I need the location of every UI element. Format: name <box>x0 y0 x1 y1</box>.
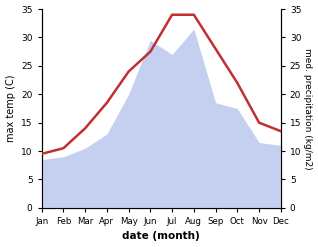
X-axis label: date (month): date (month) <box>122 231 200 242</box>
Y-axis label: med. precipitation (kg/m2): med. precipitation (kg/m2) <box>303 48 313 169</box>
Y-axis label: max temp (C): max temp (C) <box>5 75 16 142</box>
